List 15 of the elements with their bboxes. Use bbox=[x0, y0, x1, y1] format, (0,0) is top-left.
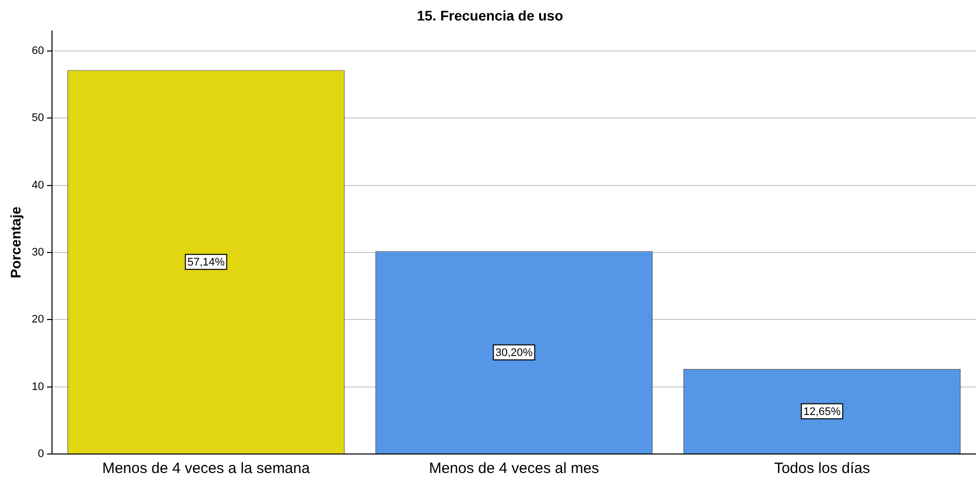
data-label: 12,65% bbox=[803, 406, 841, 418]
y-axis-title: Porcentaje bbox=[7, 206, 24, 278]
y-tick-label: 50 bbox=[32, 112, 44, 124]
y-tick-label: 10 bbox=[32, 380, 44, 393]
y-tick-label: 60 bbox=[32, 44, 44, 57]
chart-title: 15. Frecuencia de uso bbox=[416, 7, 564, 24]
x-tick-label: Menos de 4 veces a la semana bbox=[102, 460, 310, 478]
data-label: 30,20% bbox=[495, 346, 533, 359]
x-tick-label: Todos los días bbox=[774, 460, 870, 478]
y-tick-label: 40 bbox=[32, 179, 44, 192]
data-label: 57,14% bbox=[187, 256, 225, 268]
x-tick-label: Menos de 4 veces al mes bbox=[428, 460, 600, 478]
y-tick-label: 0 bbox=[38, 448, 44, 460]
y-tick-label: 30 bbox=[32, 246, 44, 259]
y-tick-label: 20 bbox=[32, 314, 44, 326]
